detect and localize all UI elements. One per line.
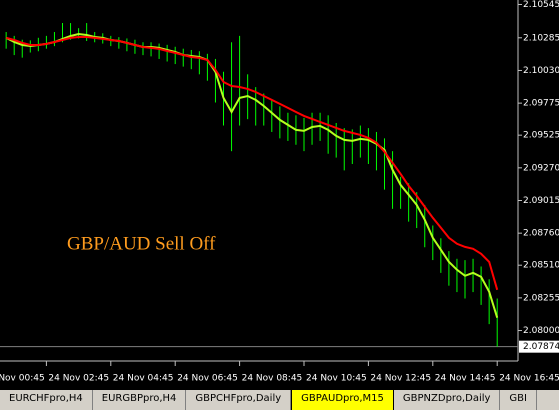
y-tick-label: 2.10545	[523, 0, 559, 10]
current-price-box	[519, 340, 559, 353]
chart-tab[interactable]: GBPCHFpro,Daily	[186, 390, 292, 410]
y-tick-label: 2.10030	[523, 66, 559, 76]
current-price-label: 2.07874	[523, 342, 559, 352]
y-tick-label: 2.09775	[523, 99, 559, 109]
chart-tab[interactable]: EURGBPpro,H4	[93, 390, 187, 410]
x-tick-label: 24 Nov 14:45	[435, 374, 496, 384]
chart-tab[interactable]: GBI	[500, 390, 537, 410]
chart-tab[interactable]: GBPAUDpro,M15	[291, 390, 394, 410]
annotation: GBP/AUD Sell Off	[67, 233, 216, 254]
y-tick-label: 2.09270	[523, 163, 559, 173]
y-tick-label: 2.09015	[523, 196, 559, 206]
moving-average	[5, 36, 499, 291]
y-tick-label: 2.08760	[523, 229, 559, 239]
y-tick-label: 2.09525	[523, 131, 559, 141]
y-tick-label: 2.08000	[523, 326, 559, 336]
x-tick-label: 24 Nov 02:45	[48, 374, 109, 384]
x-tick-label: 24 Nov 12:45	[370, 374, 431, 384]
x-tick-label: 24 Nov 08:45	[242, 374, 303, 384]
x-tick-label: 24 Nov 04:45	[113, 374, 174, 384]
x-tick-label: 24 Nov 00:45	[0, 374, 45, 384]
chart-tab[interactable]: EURCHFpro,H4	[0, 390, 93, 410]
moving-average	[5, 32, 499, 318]
y-tick-label: 2.08255	[523, 293, 559, 303]
y-tick-label: 2.10285	[523, 33, 559, 43]
chart: GBP/AUD Sell Off 2.10545 2.10285 2.10030 2.…	[0, 0, 559, 384]
tab-bar: EURCHFpro,H4 EURGBPpro,H4 GBPCHFpro,Daily G…	[0, 390, 559, 410]
x-tick-label: 24 Nov 16:45	[499, 374, 559, 384]
y-tick-label: 2.08510	[523, 261, 559, 271]
x-tick-label: 24 Nov 10:45	[306, 374, 367, 384]
x-tick-label: 24 Nov 06:45	[177, 374, 238, 384]
chart-tab[interactable]: GBPNZDpro,Daily	[394, 390, 501, 410]
